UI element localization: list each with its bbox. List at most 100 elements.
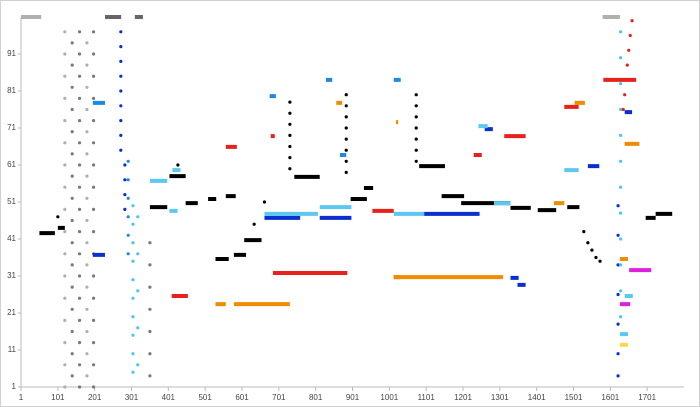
point bbox=[77, 163, 82, 167]
point bbox=[148, 263, 152, 267]
point bbox=[590, 248, 594, 252]
point bbox=[91, 119, 96, 123]
point bbox=[85, 374, 89, 378]
point bbox=[628, 33, 632, 38]
point bbox=[77, 341, 82, 345]
point bbox=[63, 119, 67, 123]
point bbox=[63, 385, 67, 389]
x-tick-label: 1001 bbox=[380, 393, 398, 402]
point bbox=[77, 296, 82, 300]
point bbox=[77, 363, 82, 367]
point bbox=[85, 352, 89, 356]
point bbox=[91, 163, 96, 167]
point bbox=[126, 252, 130, 256]
point bbox=[148, 285, 152, 289]
point bbox=[630, 19, 634, 23]
point bbox=[131, 333, 135, 337]
point bbox=[126, 215, 130, 219]
point bbox=[77, 74, 82, 78]
x-tick-label: 201 bbox=[88, 393, 102, 402]
point bbox=[85, 196, 89, 200]
point bbox=[126, 233, 130, 237]
segment-series bbox=[92, 77, 401, 158]
point bbox=[56, 215, 60, 219]
point bbox=[63, 230, 67, 234]
point bbox=[619, 133, 623, 137]
point bbox=[594, 255, 598, 260]
point bbox=[131, 352, 135, 356]
point bbox=[77, 141, 82, 145]
x-tick-label: 1701 bbox=[638, 393, 656, 402]
point bbox=[70, 130, 74, 134]
point bbox=[70, 352, 74, 356]
point bbox=[252, 222, 256, 226]
point bbox=[586, 241, 590, 245]
point bbox=[619, 289, 623, 293]
point bbox=[619, 211, 623, 215]
y-tick-label: 71 bbox=[7, 123, 16, 132]
point bbox=[70, 285, 74, 289]
point bbox=[131, 278, 135, 282]
point bbox=[91, 141, 96, 145]
point bbox=[85, 241, 89, 245]
point bbox=[136, 215, 140, 219]
point bbox=[63, 318, 67, 322]
point bbox=[70, 374, 74, 378]
point bbox=[414, 93, 418, 97]
point bbox=[85, 130, 89, 134]
point bbox=[148, 329, 152, 334]
point bbox=[627, 48, 631, 52]
point bbox=[123, 163, 127, 167]
point bbox=[91, 74, 96, 78]
x-tick-label: 1601 bbox=[601, 393, 619, 402]
point bbox=[91, 96, 96, 100]
x-tick-label: 101 bbox=[51, 393, 65, 402]
point bbox=[288, 100, 292, 104]
point bbox=[131, 222, 135, 226]
point bbox=[288, 167, 292, 171]
point bbox=[625, 63, 629, 67]
point bbox=[85, 329, 89, 334]
point bbox=[70, 41, 74, 45]
y-tick-label: 61 bbox=[7, 160, 16, 169]
point bbox=[136, 363, 140, 367]
y-tick-label: 11 bbox=[8, 345, 17, 354]
point bbox=[91, 52, 96, 56]
point bbox=[91, 296, 96, 300]
point bbox=[91, 207, 96, 211]
point bbox=[77, 52, 82, 56]
point bbox=[148, 241, 152, 245]
point bbox=[85, 152, 89, 156]
point bbox=[131, 259, 135, 263]
point bbox=[414, 115, 418, 119]
point bbox=[70, 329, 74, 334]
point bbox=[91, 363, 96, 367]
segment-series bbox=[215, 100, 640, 307]
point bbox=[619, 82, 623, 86]
point bbox=[85, 174, 89, 178]
x-tick-label: 901 bbox=[346, 393, 360, 402]
point bbox=[131, 370, 135, 374]
point bbox=[70, 63, 74, 67]
point bbox=[262, 200, 267, 204]
point bbox=[63, 296, 67, 300]
point bbox=[77, 385, 82, 389]
point bbox=[119, 30, 123, 34]
x-tick-label: 701 bbox=[272, 393, 286, 402]
point bbox=[77, 30, 82, 34]
x-tick-label: 1101 bbox=[418, 393, 436, 402]
segment-series bbox=[149, 124, 633, 337]
point bbox=[288, 133, 292, 137]
point bbox=[344, 126, 348, 130]
point bbox=[616, 263, 620, 267]
point bbox=[85, 85, 89, 89]
point bbox=[91, 30, 96, 34]
point bbox=[344, 159, 348, 163]
point bbox=[63, 363, 67, 367]
point bbox=[148, 307, 152, 311]
point bbox=[63, 141, 67, 145]
point bbox=[619, 107, 623, 112]
y-tick-label: 1 bbox=[12, 382, 17, 391]
y-tick-label: 41 bbox=[7, 234, 16, 243]
y-tick-label: 81 bbox=[7, 86, 16, 95]
